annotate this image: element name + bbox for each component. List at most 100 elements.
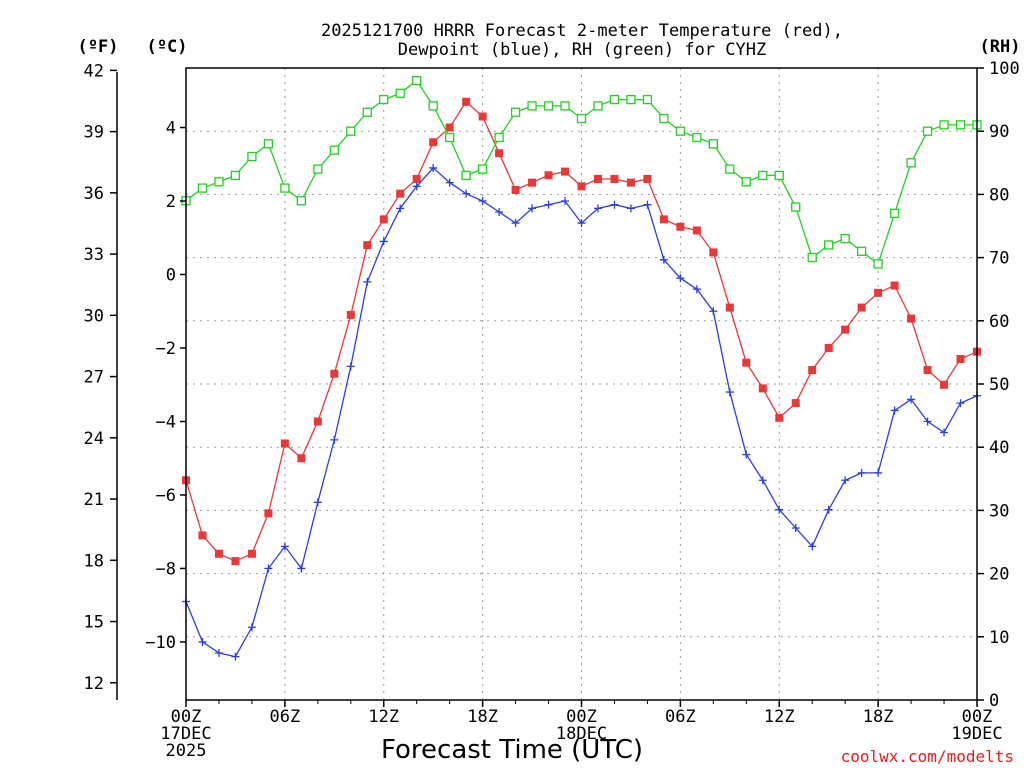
rh-point — [626, 94, 636, 105]
dewpoint-point — [247, 623, 256, 632]
rh-unit-label: (RH) — [980, 37, 1021, 57]
dewpoint-point — [742, 450, 751, 459]
rh-point — [873, 259, 883, 269]
rh-point — [329, 145, 339, 155]
rh-point — [791, 202, 801, 212]
dewpoint-point — [297, 564, 306, 573]
temperature-point — [907, 314, 916, 323]
temperature-point — [214, 549, 223, 558]
dewpoint-point — [907, 395, 916, 404]
dewpoint-point — [412, 182, 421, 191]
dewpoint-point — [593, 204, 602, 213]
celsius-tick-label: −2 — [156, 339, 176, 359]
temperature-point — [643, 174, 652, 183]
rh-point — [197, 183, 208, 193]
dewpoint-point — [791, 524, 800, 533]
rh-point — [675, 126, 686, 136]
celsius-tick-label: −4 — [156, 412, 176, 432]
dewpoint-point — [280, 542, 289, 551]
credit-text: coolwx.com/modelts — [841, 747, 1014, 766]
rh-point — [659, 113, 669, 124]
dewpoint-point — [923, 417, 932, 426]
dewpoint-point — [214, 648, 223, 657]
rh-point — [725, 164, 735, 174]
rh-point — [856, 246, 867, 256]
rh-point — [296, 196, 307, 206]
rh-point — [576, 113, 587, 124]
x-tick-label: 06Z — [270, 707, 301, 727]
rh-point — [346, 126, 356, 136]
temperature-line — [185, 100, 978, 562]
temperature-point — [874, 288, 883, 297]
rh-tick-label: 40 — [989, 438, 1009, 458]
fahrenheit-tick-label: 12 — [84, 674, 104, 694]
rh-point — [395, 88, 405, 98]
rh-point — [906, 158, 916, 168]
temperature-point — [297, 454, 306, 463]
rh-tick-label: 50 — [989, 375, 1009, 395]
rh-point — [708, 139, 718, 149]
rh-point — [230, 170, 241, 181]
rh-point — [214, 177, 224, 187]
temperature-point — [429, 138, 438, 147]
x-tick-label: 17DEC — [160, 724, 211, 744]
celsius-tick-label: −10 — [145, 633, 176, 653]
dewpoint-series — [182, 163, 981, 661]
x-tick-label: 12Z — [368, 707, 399, 727]
temperature-point — [791, 399, 800, 408]
celsius-unit-label: (ºC) — [147, 37, 188, 57]
temperature-point — [808, 366, 817, 375]
dewpoint-point — [610, 200, 619, 209]
rh-point — [263, 139, 274, 149]
fahrenheit-tick-label: 27 — [84, 368, 104, 388]
dewpoint-point — [231, 652, 240, 661]
dewpoint-point — [462, 189, 471, 198]
temperature-point — [231, 557, 240, 566]
temperature-point — [593, 174, 602, 183]
temperature-point — [923, 366, 932, 375]
dewpoint-point — [495, 208, 504, 217]
x-tick-label: 2025 — [166, 741, 207, 761]
dewpoint-point — [511, 219, 520, 228]
temperature-point — [610, 174, 619, 183]
rh-point — [593, 101, 603, 111]
fahrenheit-tick-label: 30 — [84, 306, 104, 326]
temperature-point — [495, 149, 504, 158]
rh-tick-label: 70 — [989, 249, 1009, 269]
chart-title: 2025121700 HRRR Forecast 2-meter Tempera… — [321, 21, 843, 41]
x-axis-label: Forecast Time (UTC) — [381, 735, 643, 765]
celsius-tick-label: −8 — [156, 559, 176, 579]
dewpoint-point — [775, 505, 784, 514]
dewpoint-point — [626, 204, 635, 213]
temperature-point — [940, 380, 949, 389]
fahrenheit-unit-label: (ºF) — [78, 37, 119, 57]
fahrenheit-tick-label: 42 — [84, 61, 104, 81]
dewpoint-point — [758, 476, 767, 485]
celsius-tick-label: 0 — [166, 266, 176, 286]
rh-point — [807, 252, 817, 263]
temperature-point — [841, 325, 850, 334]
rh-point — [922, 126, 933, 136]
fahrenheit-tick-label: 33 — [84, 245, 104, 265]
rh-point — [692, 132, 702, 143]
dewpoint-point — [445, 178, 454, 187]
rh-tick-label: 10 — [989, 628, 1009, 648]
rh-series — [181, 75, 982, 269]
dewpoint-point — [676, 274, 685, 283]
dewpoint-point — [561, 197, 570, 206]
temperature-point — [412, 174, 421, 183]
fahrenheit-tick-label: 18 — [84, 551, 104, 571]
fahrenheit-tick-label: 24 — [84, 429, 104, 449]
temperature-point — [247, 549, 256, 558]
dewpoint-point — [396, 204, 405, 213]
x-tick-label: 00Z — [962, 707, 993, 727]
rh-point — [642, 94, 653, 105]
temperature-point — [890, 281, 899, 290]
dewpoint-point — [940, 428, 949, 437]
rh-tick-label: 30 — [989, 501, 1009, 521]
rh-point — [412, 75, 422, 86]
temperature-point — [561, 167, 570, 176]
rh-point — [445, 132, 455, 143]
x-tick-label: 18Z — [467, 707, 498, 727]
